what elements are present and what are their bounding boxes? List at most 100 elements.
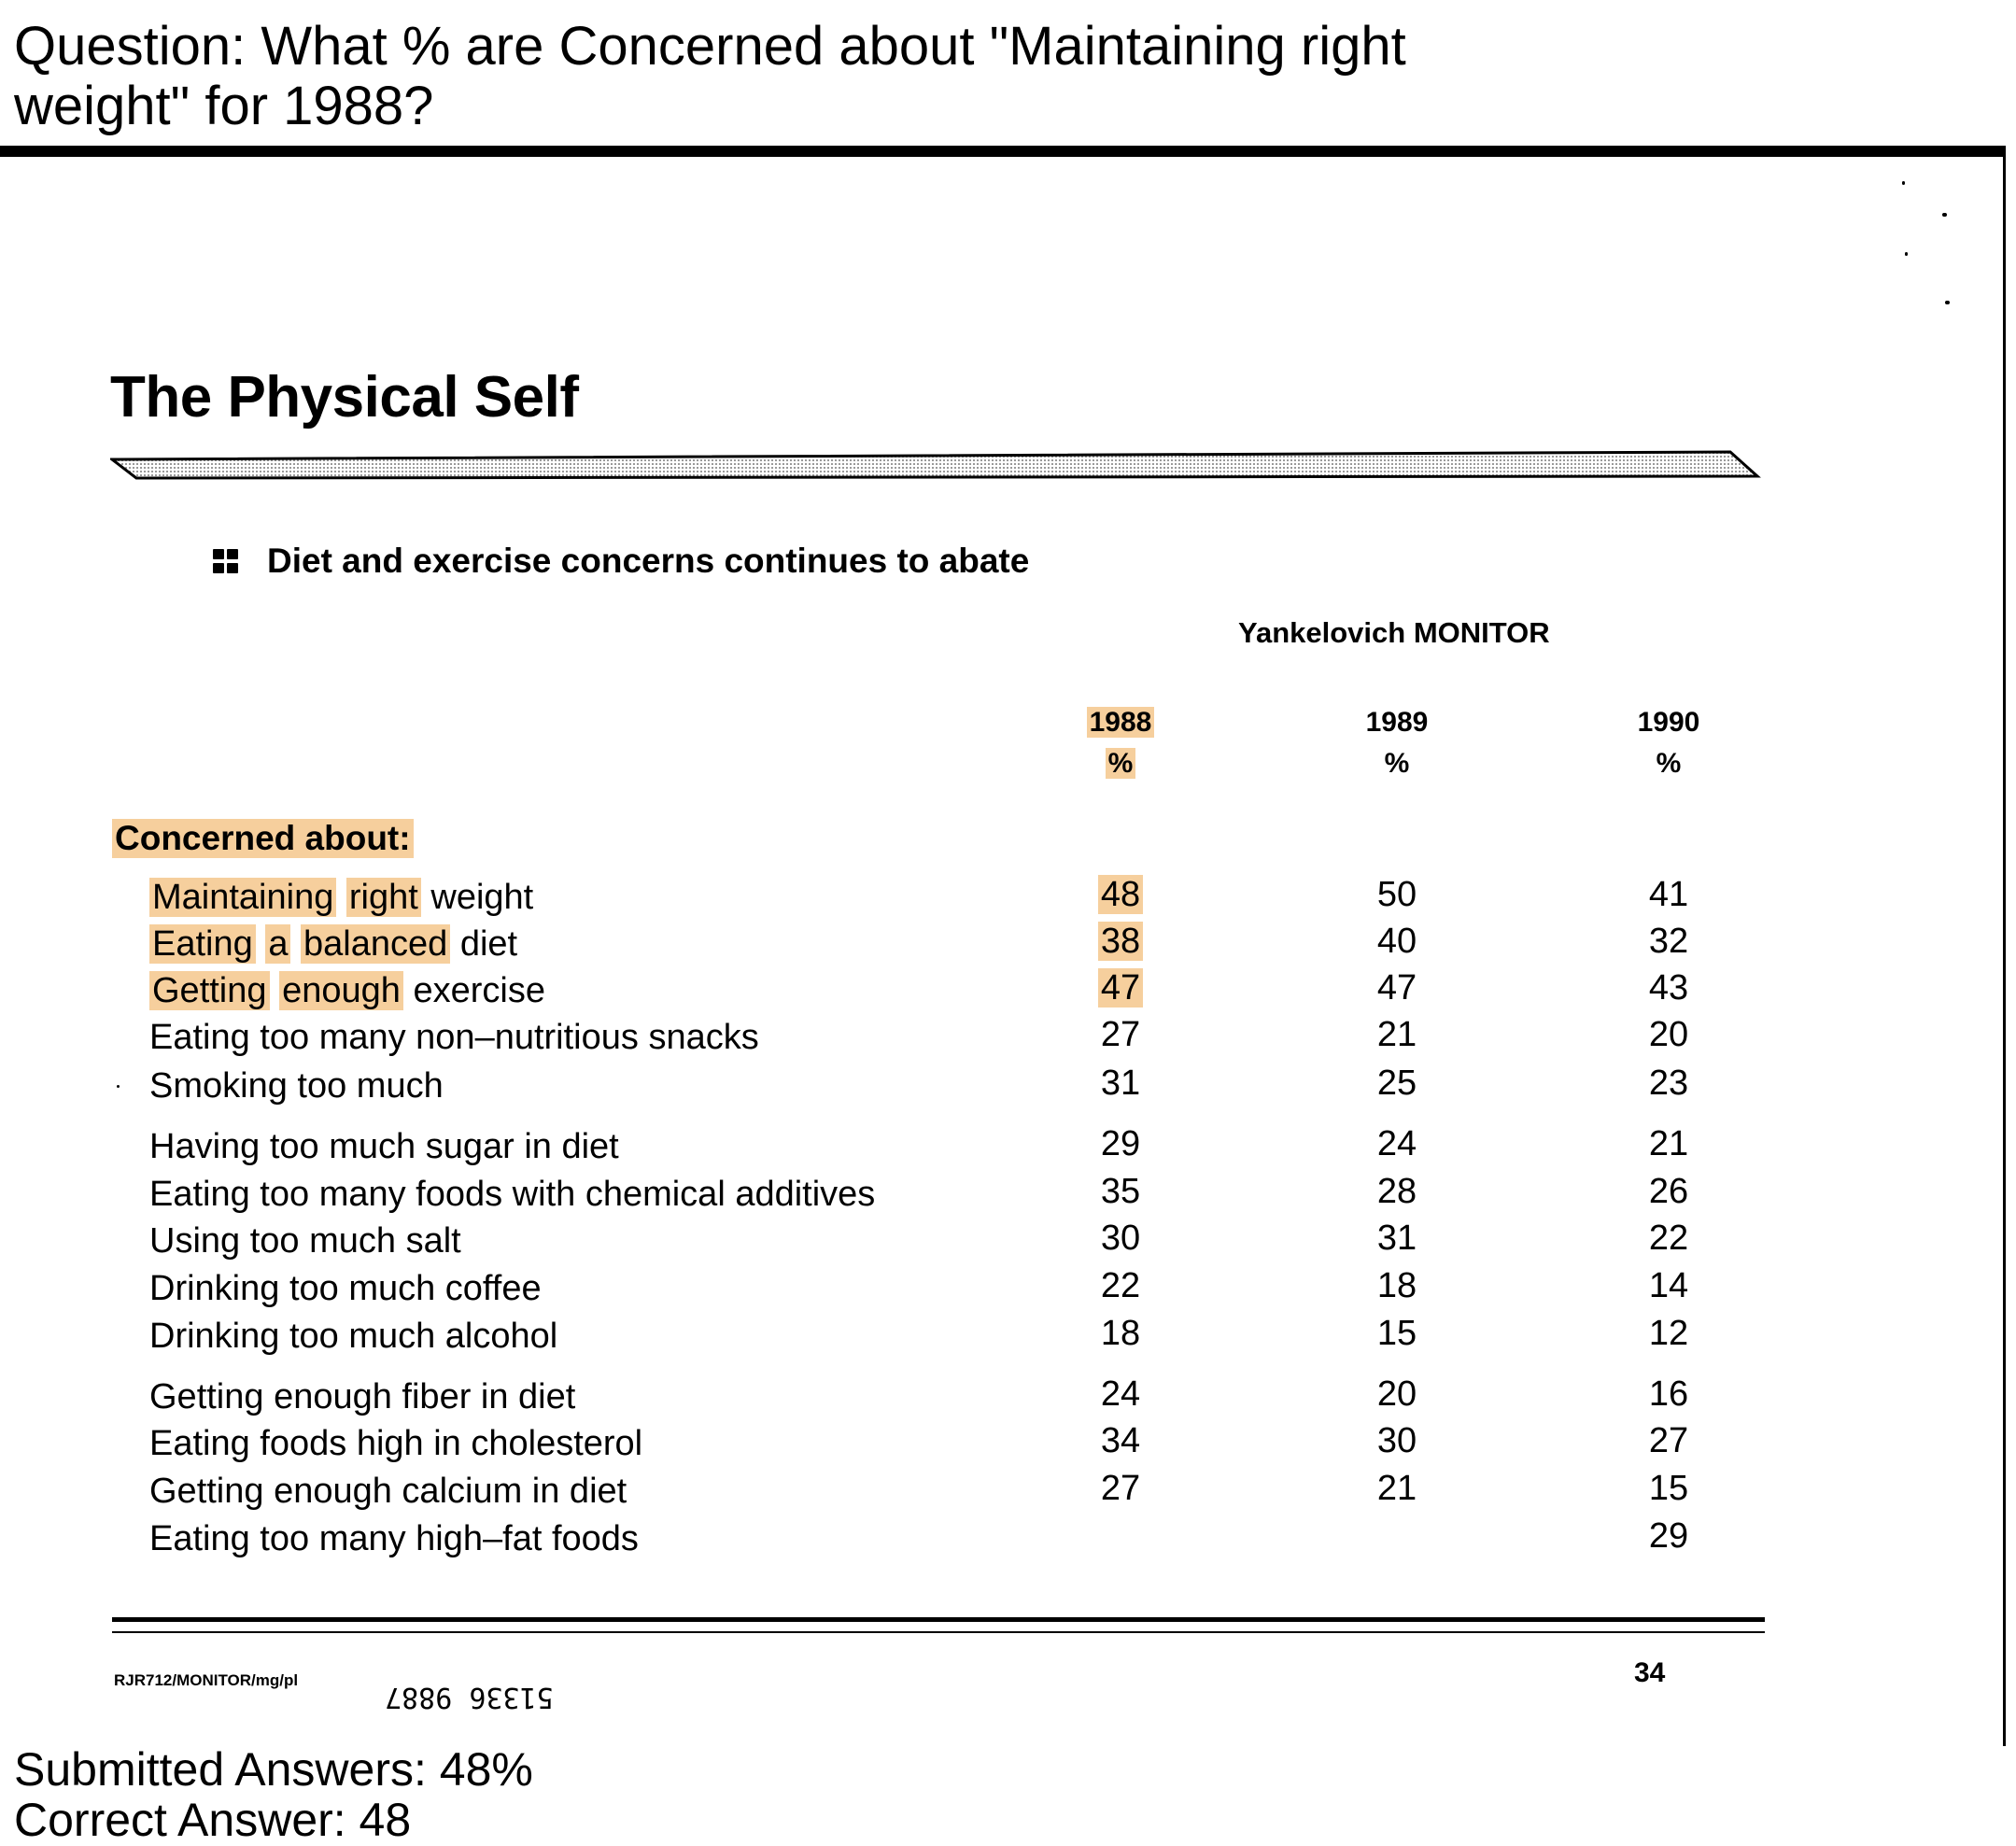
table-cell-1988: 34 [1064,1421,1177,1461]
table-cell-1990: 21 [1613,1124,1725,1164]
column-year: 1988 [1086,707,1155,738]
cell-value: 22 [1100,1266,1141,1305]
table-cell-1988: 30 [1064,1219,1177,1259]
table-cell-1989: 47 [1341,968,1453,1008]
table-cell-1989: 40 [1341,922,1453,962]
document-title: The Physical Self [110,365,579,430]
cell-value: 20 [1648,1015,1689,1054]
row-label: Drinking too much alcohol [149,1317,558,1356]
cell-value: 31 [1376,1219,1417,1258]
table-cell-1988: 38 [1064,922,1177,962]
table-cell-1988: 48 [1064,875,1177,915]
column-year: 1990 [1637,707,1700,738]
cell-value: 24 [1100,1374,1141,1414]
table-cell-1990: 22 [1613,1219,1725,1259]
cell-value: 29 [1100,1124,1141,1163]
cell-value: 21 [1376,1469,1417,1508]
column-unit: % [1384,748,1410,779]
cell-value: 29 [1648,1516,1689,1556]
cell-value: 47 [1097,968,1144,1008]
table-cell-1989: 15 [1341,1314,1453,1354]
row-label: Maintaining right weight [149,878,533,918]
table-cell-1988: 18 [1064,1314,1177,1354]
row-label: Having too much sugar in diet [149,1127,619,1166]
table-cell-1988: 27 [1064,1469,1177,1509]
cell-value: 40 [1376,922,1417,961]
cell-value: 27 [1100,1469,1141,1508]
column-unit: % [1105,748,1136,779]
row-label: Eating too many non–nutritious snacks [149,1018,759,1057]
cell-value: 24 [1376,1124,1417,1163]
scan-speck [1905,252,1908,256]
table-cell-1990: 15 [1613,1469,1725,1509]
row-label: Drinking too much coffee [149,1269,542,1308]
table-cell-1988: 27 [1064,1015,1177,1055]
scan-speck [1945,301,1950,304]
table-cell-1988: 24 [1064,1374,1177,1415]
cell-value: 23 [1648,1064,1689,1103]
correct-answer: Correct Answer: 48 [14,1794,412,1846]
source-label: Yankelovich MONITOR [1238,616,1550,649]
footer-code: RJR712/MONITOR/mg/pl [114,1671,299,1689]
bullet-squares-icon [213,549,239,573]
table-cell-1990: 27 [1613,1421,1725,1461]
question-text: Question: What % are Concerned about "Ma… [14,16,1406,136]
cell-value: 27 [1648,1421,1689,1460]
page-number: 34 [1634,1657,1666,1688]
cell-value: 20 [1376,1374,1417,1414]
column-header-1989: 1989 % [1322,702,1472,784]
cell-value: 30 [1376,1421,1417,1460]
table-cell-1988: 47 [1064,968,1177,1008]
cell-value: 35 [1100,1172,1141,1211]
table-cell-1990: 14 [1613,1266,1725,1306]
row-label: Getting enough calcium in diet [149,1472,627,1511]
row-label: Eating too many high–fat foods [149,1519,639,1558]
scan-speck [117,1085,120,1088]
subtitle: Diet and exercise concerns continues to … [267,542,1030,580]
table-cell-1989: 24 [1341,1124,1453,1164]
table-cell-1990: 43 [1613,968,1725,1008]
column-unit: % [1656,748,1682,779]
cell-value: 27 [1100,1015,1141,1054]
cell-value: 18 [1100,1314,1141,1353]
cell-value: 32 [1648,922,1689,961]
bottom-rule-thin [112,1631,1765,1633]
title-rule [110,450,1761,480]
answers-block: Submitted Answers: 48% Correct Answer: 4… [14,1744,533,1845]
cell-value: 21 [1648,1124,1689,1163]
cell-value: 15 [1376,1314,1417,1353]
cell-value: 28 [1376,1172,1417,1211]
cell-value: 14 [1648,1266,1689,1305]
row-label: Using too much salt [149,1221,461,1261]
cell-value: 16 [1648,1374,1689,1414]
cell-value: 47 [1376,968,1417,1008]
cell-value: 30 [1100,1219,1141,1258]
cell-value: 43 [1648,968,1689,1008]
table-cell-1990: 16 [1613,1374,1725,1415]
table-cell-1990: 41 [1613,875,1725,915]
table-cell-1989: 25 [1341,1064,1453,1104]
row-label: Eating foods high in cholesterol [149,1424,643,1463]
table-cell-1989: 30 [1341,1421,1453,1461]
cell-value: 41 [1648,875,1689,914]
table-cell-1989: 50 [1341,875,1453,915]
submitted-answers: Submitted Answers: 48% [14,1743,533,1796]
table-cell-1988: 22 [1064,1266,1177,1306]
document-number: 51336 9887 [385,1681,554,1713]
table-cell-1989: 31 [1341,1219,1453,1259]
cell-value: 12 [1648,1314,1689,1353]
cell-value: 48 [1097,875,1144,914]
scan-speck [1902,181,1905,185]
table-cell-1990: 20 [1613,1015,1725,1055]
cell-value: 18 [1376,1266,1417,1305]
table-cell-1989: 20 [1341,1374,1453,1415]
cell-value: 31 [1100,1064,1141,1103]
cell-value: 38 [1097,922,1144,961]
column-year: 1989 [1365,707,1429,738]
row-label: Getting enough exercise [149,971,545,1011]
table-cell-1990: 23 [1613,1064,1725,1104]
table-cell-1990: 29 [1613,1516,1725,1557]
table-cell-1988: 31 [1064,1064,1177,1104]
table-cell-1988: 29 [1064,1124,1177,1164]
table-cell-1989: 21 [1341,1015,1453,1055]
